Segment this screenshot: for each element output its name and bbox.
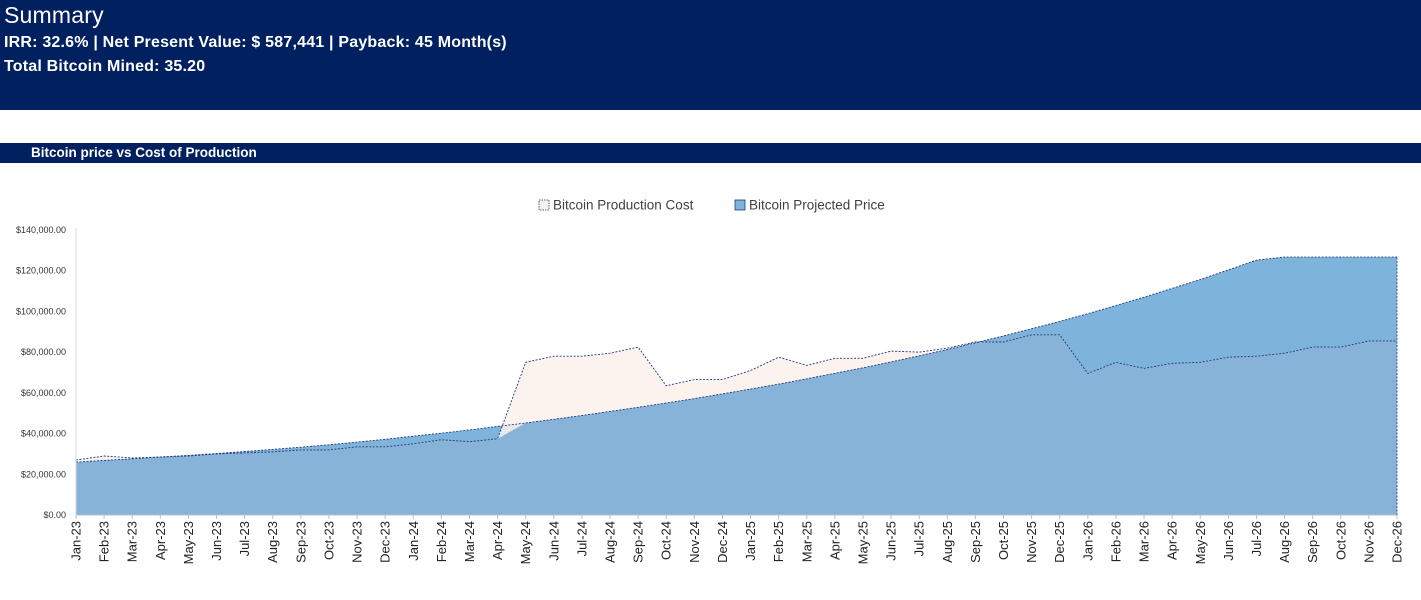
x-tick-label: Aug-26 bbox=[1277, 521, 1292, 563]
x-tick-label: Jun-23 bbox=[209, 521, 224, 561]
legend-swatch bbox=[538, 199, 550, 211]
x-tick-label: Mar-23 bbox=[125, 521, 140, 562]
x-tick-label: Feb-23 bbox=[97, 521, 112, 562]
x-tick-label: May-26 bbox=[1193, 521, 1208, 564]
x-tick-label: Jan-24 bbox=[406, 521, 421, 561]
y-tick-label: $20,000.00 bbox=[21, 469, 66, 479]
x-tick-label: Jun-24 bbox=[546, 521, 561, 561]
x-tick-label: Apr-25 bbox=[827, 521, 842, 560]
x-tick-label: Aug-24 bbox=[603, 521, 618, 563]
x-tick-label: Feb-26 bbox=[1108, 521, 1123, 562]
series-line-bitcoin-production-cost bbox=[75, 334, 1397, 461]
x-tick-label: Nov-23 bbox=[350, 521, 365, 563]
y-tick-label: $140,000.00 bbox=[16, 225, 66, 235]
x-tick-label: Feb-25 bbox=[771, 521, 786, 562]
x-tick-label: Dec-24 bbox=[715, 521, 730, 563]
summary-banner: Summary IRR: 32.6% | Net Present Value: … bbox=[0, 0, 1421, 110]
x-tick-label: Feb-24 bbox=[434, 521, 449, 562]
x-tick-label: Jun-26 bbox=[1221, 521, 1236, 561]
x-tick-label: Oct-24 bbox=[659, 521, 674, 560]
x-tick-label: Apr-24 bbox=[490, 521, 505, 560]
price-vs-cost-chart: Bitcoin Production Cost Bitcoin Projected… bbox=[0, 163, 1421, 595]
y-tick-label: $40,000.00 bbox=[21, 429, 66, 439]
x-tick-label: Oct-25 bbox=[996, 521, 1011, 560]
x-tick-label: Mar-26 bbox=[1137, 521, 1152, 562]
x-tick-label: Aug-23 bbox=[265, 521, 280, 563]
legend-swatch bbox=[734, 199, 746, 211]
x-tick-label: May-25 bbox=[855, 521, 870, 564]
x-axis: Jan-23 Feb-23 Mar-23 Apr-23 May-23 Jun-23 Jul-… bbox=[69, 514, 1405, 564]
x-tick-label: Aug-25 bbox=[940, 521, 955, 563]
x-tick-label: Jan-23 bbox=[69, 521, 84, 561]
x-tick-label: Mar-24 bbox=[462, 521, 477, 562]
x-tick-label: May-23 bbox=[181, 521, 196, 564]
x-tick-label: Nov-25 bbox=[1024, 521, 1039, 563]
chart-svg: Bitcoin Production Cost Bitcoin Projected… bbox=[16, 198, 1405, 565]
x-tick-label: Jul-24 bbox=[574, 521, 589, 556]
y-tick-label: $0.00 bbox=[43, 510, 66, 520]
section-title: Bitcoin price vs Cost of Production bbox=[31, 145, 257, 160]
x-tick-label: Jul-26 bbox=[1249, 521, 1264, 556]
x-tick-label: Jul-23 bbox=[237, 521, 252, 556]
x-tick-label: Mar-25 bbox=[799, 521, 814, 562]
y-tick-label: $100,000.00 bbox=[16, 306, 66, 316]
legend-label: Bitcoin Production Cost bbox=[553, 198, 694, 213]
x-tick-label: Apr-26 bbox=[1165, 521, 1180, 560]
x-tick-label: Nov-26 bbox=[1361, 521, 1376, 563]
section-header: Bitcoin price vs Cost of Production bbox=[0, 143, 1421, 163]
x-tick-label: Nov-24 bbox=[687, 521, 702, 563]
x-tick-label: Dec-26 bbox=[1390, 521, 1405, 563]
y-axis: $0.00 $20,000.00 $40,000.00 $60,000.00 $80,0… bbox=[16, 225, 77, 520]
x-tick-label: Apr-23 bbox=[153, 521, 168, 560]
x-tick-label: Dec-23 bbox=[378, 521, 393, 563]
x-tick-label: Dec-25 bbox=[1052, 521, 1067, 563]
summary-metrics: IRR: 32.6% | Net Present Value: $ 587,44… bbox=[4, 34, 507, 51]
chart-areas bbox=[75, 256, 1398, 515]
summary-bitcoin-mined: Total Bitcoin Mined: 35.20 bbox=[4, 58, 206, 75]
chart-legend: Bitcoin Production Cost Bitcoin Projected… bbox=[538, 198, 885, 213]
summary-title: Summary bbox=[4, 2, 104, 28]
series-line-bitcoin-projected-price bbox=[75, 256, 1397, 463]
x-tick-label: Oct-26 bbox=[1333, 521, 1348, 560]
x-tick-label: Sep-26 bbox=[1305, 521, 1320, 563]
x-tick-label: Jul-25 bbox=[912, 521, 927, 556]
x-tick-label: Jun-25 bbox=[884, 521, 899, 561]
y-tick-label: $80,000.00 bbox=[21, 347, 66, 357]
x-tick-label: Sep-24 bbox=[631, 521, 646, 563]
y-tick-label: $120,000.00 bbox=[16, 266, 66, 276]
x-tick-label: Jan-25 bbox=[743, 521, 758, 561]
x-tick-label: May-24 bbox=[518, 521, 533, 564]
x-tick-label: Sep-25 bbox=[968, 521, 983, 563]
y-tick-label: $60,000.00 bbox=[21, 388, 66, 398]
series-overlap-area bbox=[76, 334, 1397, 515]
x-tick-label: Sep-23 bbox=[293, 521, 308, 563]
legend-label: Bitcoin Projected Price bbox=[749, 198, 885, 213]
x-tick-label: Jan-26 bbox=[1080, 521, 1095, 561]
x-tick-label: Oct-23 bbox=[321, 521, 336, 560]
